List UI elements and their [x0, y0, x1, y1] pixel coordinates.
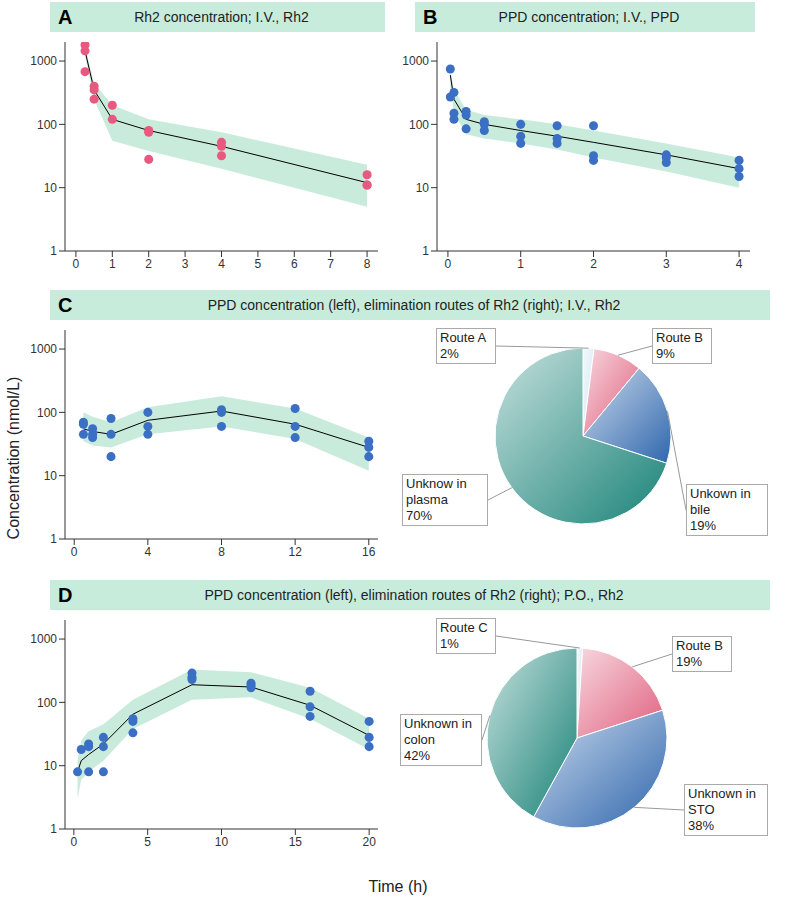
svg-text:100: 100	[37, 696, 57, 710]
html-text:19%: 19%	[676, 654, 702, 669]
html-text:2%: 2%	[440, 346, 459, 361]
svg-text:1000: 1000	[30, 54, 57, 68]
html-text:PPD concentration (left), elim: PPD concentration (left), elimination ro…	[204, 587, 624, 603]
svg-text:10: 10	[44, 181, 58, 195]
svg-text:20: 20	[362, 835, 376, 849]
svg-text:6: 6	[291, 257, 298, 271]
html-text:Route A: Route A	[440, 330, 487, 345]
html-text:42%: 42%	[404, 748, 430, 763]
svg-text:1: 1	[109, 257, 116, 271]
html-text:Concentration (nmol/L): Concentration (nmol/L)	[5, 376, 22, 540]
svg-text:0: 0	[71, 545, 78, 559]
html-text:B: B	[423, 5, 438, 28]
html-text:Route B: Route B	[676, 638, 723, 653]
svg-text:1000: 1000	[30, 632, 57, 646]
svg-text:2: 2	[145, 257, 152, 271]
svg-text:7: 7	[327, 257, 334, 271]
svg-text:4: 4	[145, 545, 152, 559]
svg-text:100: 100	[37, 406, 57, 420]
svg-text:1000: 1000	[402, 54, 429, 68]
svg-text:3: 3	[182, 257, 189, 271]
html-text:Unknow in plasma: Unknow in plasma	[406, 476, 467, 507]
html-text:Unknown in STO: Unknown in STO	[688, 786, 756, 817]
svg-text:10: 10	[416, 181, 430, 195]
svg-text:8: 8	[218, 545, 225, 559]
svg-text:5: 5	[255, 257, 262, 271]
html-text:19%: 19%	[690, 518, 716, 533]
svg-text:12: 12	[288, 545, 302, 559]
svg-text:15: 15	[289, 835, 303, 849]
html-text:Rh2 concentration; I.V., Rh2: Rh2 concentration; I.V., Rh2	[134, 9, 309, 25]
svg-text:1: 1	[50, 822, 57, 836]
svg-text:1: 1	[50, 244, 57, 258]
svg-text:5: 5	[144, 835, 151, 849]
svg-text:0: 0	[445, 257, 452, 271]
svg-text:4: 4	[736, 257, 743, 271]
svg-text:10: 10	[44, 759, 58, 773]
html-text:Route B: Route B	[656, 330, 703, 345]
svg-text:1: 1	[422, 244, 429, 258]
svg-text:100: 100	[37, 118, 57, 132]
html-text:Unkown in bile: Unkown in bile	[690, 486, 751, 517]
html-text:C: C	[58, 293, 73, 316]
svg-text:100: 100	[409, 118, 429, 132]
html-text:70%: 70%	[406, 508, 432, 523]
html-text:1%: 1%	[440, 636, 459, 651]
html-text:A: A	[58, 5, 73, 28]
svg-text:1: 1	[50, 532, 57, 546]
html-text:PPD concentration (left), elim: PPD concentration (left), elimination ro…	[207, 297, 621, 313]
svg-text:8: 8	[364, 257, 371, 271]
svg-text:16: 16	[362, 545, 376, 559]
html-text:38%: 38%	[688, 818, 714, 833]
svg-text:10: 10	[215, 835, 229, 849]
svg-text:4: 4	[218, 257, 225, 271]
html-text:Route C: Route C	[440, 620, 488, 635]
svg-text:1: 1	[517, 257, 524, 271]
html-text:D: D	[58, 583, 73, 606]
svg-text:3: 3	[663, 257, 670, 271]
svg-text:0: 0	[71, 835, 78, 849]
html-text:Time (h): Time (h)	[368, 878, 428, 895]
svg-text:10: 10	[44, 469, 58, 483]
svg-text:2: 2	[590, 257, 597, 271]
html-text:Unknown in colon: Unknown in colon	[404, 716, 472, 747]
html-text:9%: 9%	[656, 346, 675, 361]
svg-text:0: 0	[73, 257, 80, 271]
svg-text:1000: 1000	[30, 342, 57, 356]
html-text:PPD concentration; I.V., PPD: PPD concentration; I.V., PPD	[498, 9, 680, 25]
